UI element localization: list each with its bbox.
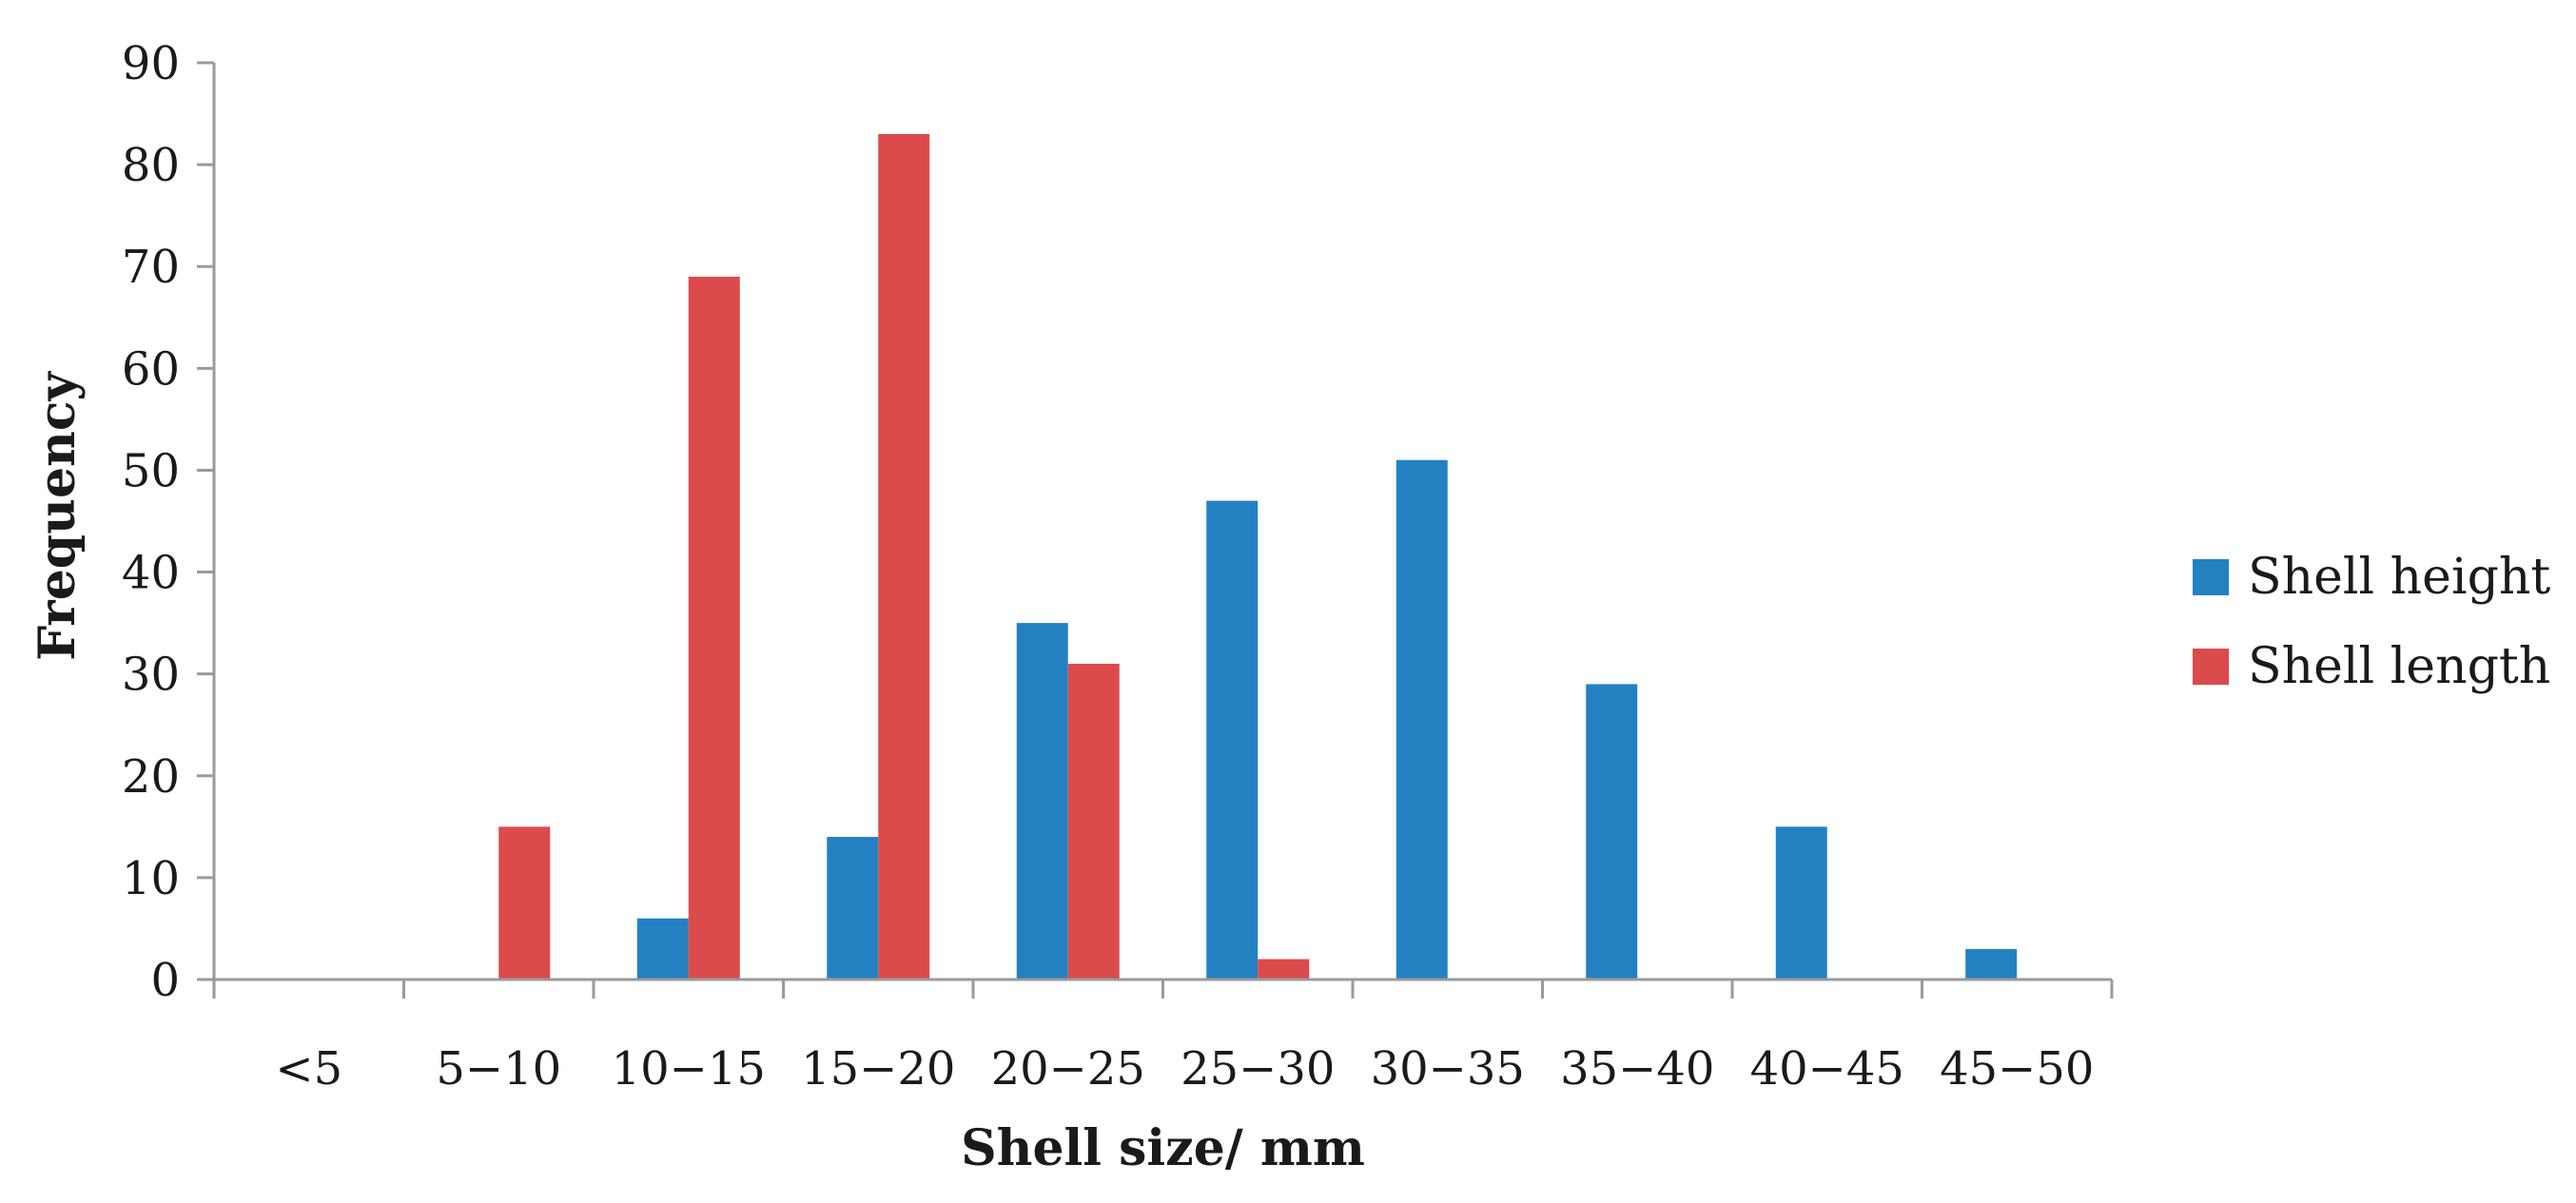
- legend-label: Shell length: [2248, 638, 2550, 695]
- x-tick-label: 15−20: [801, 1042, 955, 1096]
- x-tick-label: 25−30: [1181, 1042, 1335, 1096]
- x-tick-label: <5: [275, 1042, 342, 1096]
- y-tick-label: 0: [150, 954, 180, 1007]
- y-tick-label: 50: [122, 444, 180, 497]
- legend-label: Shell height: [2248, 549, 2550, 606]
- x-tick-label: 20−25: [991, 1042, 1145, 1096]
- bar-shell-length: [878, 133, 930, 980]
- y-axis-title: Frequency: [29, 371, 87, 661]
- bar-shell-height: [1206, 500, 1259, 980]
- y-axis-ticks: 0 10 20 30 40 50 60 70 80 90: [122, 37, 214, 1007]
- x-axis-ticks: <5 5−10 10−15 15−20 20−25 25−30 30−35 35−40 40−4…: [212, 980, 2114, 1096]
- bar-shell-length: [498, 826, 551, 980]
- x-tick-label: 35−40: [1560, 1042, 1714, 1096]
- y-tick-label: 20: [122, 750, 180, 804]
- x-axis-title: Shell size/ mm: [961, 1119, 1365, 1177]
- y-tick-label: 90: [122, 37, 180, 90]
- bar-shell-length: [688, 276, 740, 980]
- legend-swatch: [2193, 559, 2229, 595]
- legend: Shell height Shell length: [2193, 549, 2550, 695]
- y-tick-label: 10: [122, 852, 180, 905]
- bar-shell-height: [1775, 826, 1827, 980]
- y-tick-label: 40: [122, 547, 180, 600]
- x-tick-label: 40−45: [1750, 1042, 1904, 1096]
- bars: [498, 133, 2018, 980]
- bar-shell-length: [1067, 663, 1120, 980]
- bar-shell-height: [636, 918, 689, 980]
- y-tick-label: 30: [122, 649, 180, 702]
- legend-swatch: [2193, 649, 2229, 685]
- x-tick-label: 5−10: [436, 1042, 561, 1096]
- y-tick-label: 70: [122, 241, 180, 294]
- y-tick-label: 60: [122, 342, 180, 396]
- bar-shell-length: [1258, 959, 1310, 980]
- bar-shell-height: [1016, 623, 1068, 980]
- bar-shell-height: [1586, 684, 1638, 980]
- y-tick-label: 80: [122, 139, 180, 192]
- x-tick-label: 45−50: [1940, 1042, 2094, 1096]
- x-tick-label: 30−35: [1371, 1042, 1525, 1096]
- x-tick-label: 10−15: [612, 1042, 766, 1096]
- bar-shell-height: [827, 837, 879, 980]
- bar-shell-height: [1395, 459, 1448, 980]
- bar-shell-height: [1965, 948, 2018, 980]
